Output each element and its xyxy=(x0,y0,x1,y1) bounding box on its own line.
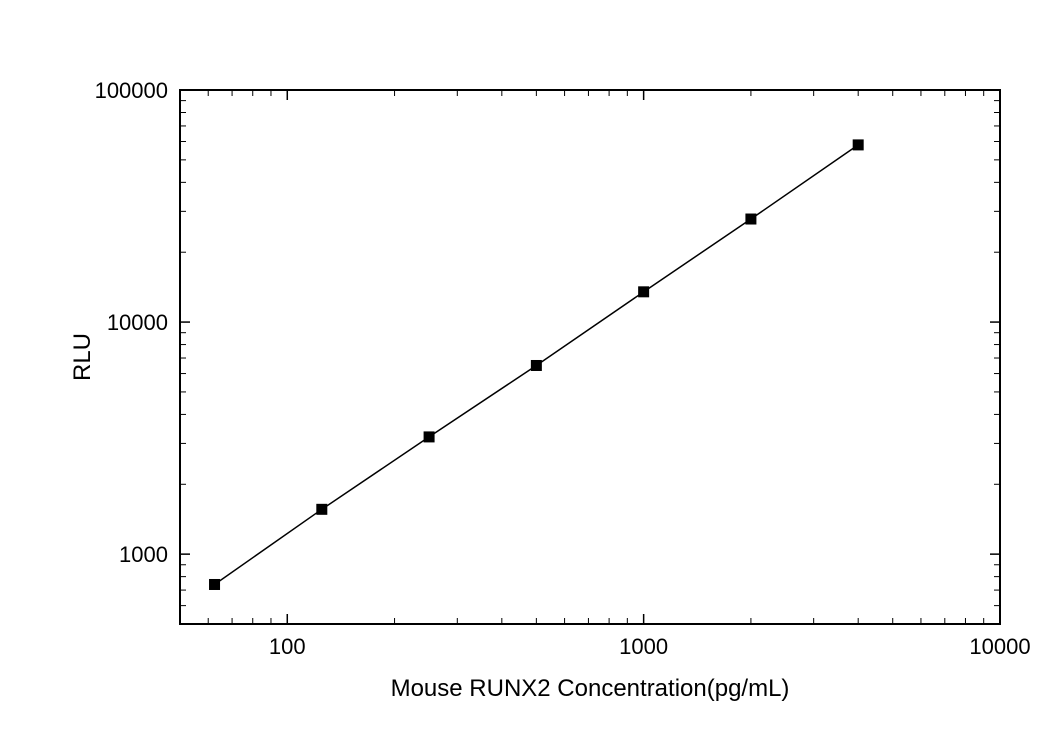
y-tick-label: 10000 xyxy=(107,310,168,335)
data-point xyxy=(639,287,649,297)
data-point xyxy=(317,504,327,514)
chart-container: 100 1000 10000 1000 10000 100000 Mouse RUNX2 C… xyxy=(0,0,1060,744)
data-point xyxy=(424,432,434,442)
data-point xyxy=(746,214,756,224)
y-axis-label: RLU xyxy=(69,333,96,381)
x-tick-label: 1000 xyxy=(619,634,668,659)
y-tick-label: 1000 xyxy=(119,542,168,567)
plot-frame xyxy=(180,90,1000,624)
data-point xyxy=(210,579,220,589)
x-tick-label: 10000 xyxy=(969,634,1030,659)
x-tick-label: 100 xyxy=(269,634,306,659)
y-tick-label: 100000 xyxy=(95,78,168,103)
data-point xyxy=(853,140,863,150)
chart-svg: 100 1000 10000 1000 10000 100000 Mouse RUNX2 C… xyxy=(0,0,1060,744)
x-axis-label: Mouse RUNX2 Concentration(pg/mL) xyxy=(391,675,790,702)
data-point xyxy=(531,360,541,370)
